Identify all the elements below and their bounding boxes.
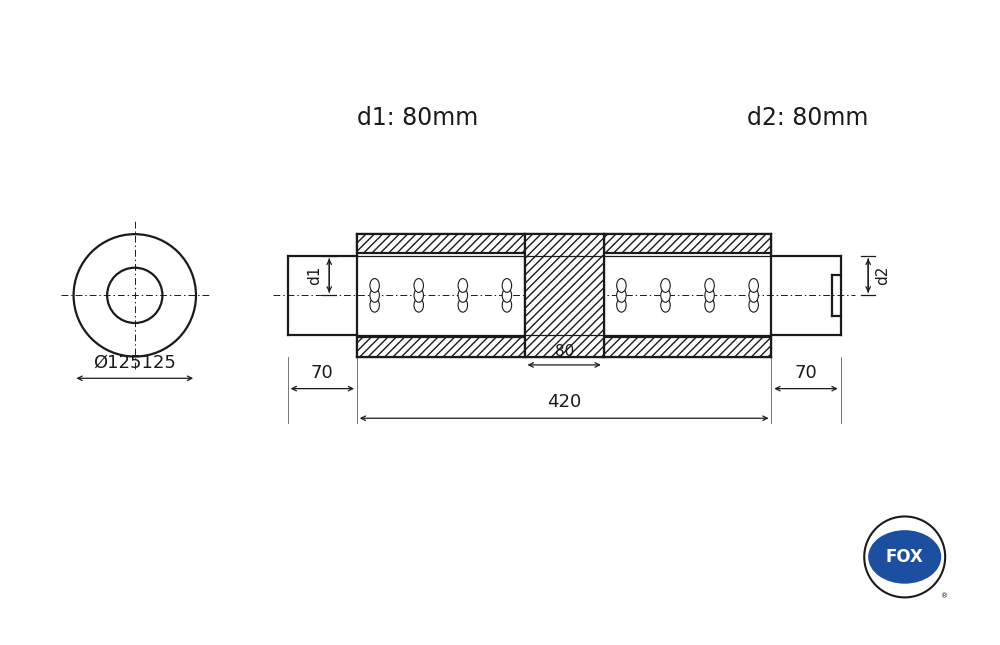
Ellipse shape [414, 288, 423, 303]
Ellipse shape [749, 299, 758, 312]
Text: 70: 70 [795, 364, 817, 382]
Ellipse shape [705, 279, 714, 292]
Text: FOX: FOX [886, 548, 924, 566]
Circle shape [872, 524, 937, 590]
Bar [357, 337, 525, 357]
Text: 70: 70 [311, 364, 334, 382]
Bar [525, 233, 604, 357]
Ellipse shape [705, 288, 714, 303]
Ellipse shape [458, 279, 468, 292]
Ellipse shape [414, 279, 423, 292]
Text: d1: d1 [307, 266, 322, 285]
Text: 80: 80 [555, 344, 574, 359]
Text: d2: d2 [875, 266, 890, 285]
Text: 420: 420 [547, 393, 581, 412]
Ellipse shape [502, 279, 512, 292]
Text: Ø125125: Ø125125 [93, 353, 176, 372]
Text: d2: 80mm: d2: 80mm [747, 106, 868, 130]
Ellipse shape [370, 288, 379, 303]
Ellipse shape [749, 288, 758, 303]
Ellipse shape [661, 288, 670, 303]
Ellipse shape [661, 299, 670, 312]
Bar [604, 337, 771, 357]
Ellipse shape [458, 299, 468, 312]
Ellipse shape [617, 288, 626, 303]
Ellipse shape [661, 279, 670, 292]
Bar [357, 233, 525, 253]
Text: ®: ® [941, 593, 948, 599]
Ellipse shape [617, 299, 626, 312]
Text: d1: 80mm: d1: 80mm [357, 106, 478, 130]
Ellipse shape [705, 299, 714, 312]
Ellipse shape [458, 288, 468, 303]
Ellipse shape [749, 279, 758, 292]
Ellipse shape [502, 288, 512, 303]
Ellipse shape [414, 299, 423, 312]
Ellipse shape [370, 279, 379, 292]
Ellipse shape [617, 279, 626, 292]
Ellipse shape [502, 299, 512, 312]
Ellipse shape [370, 299, 379, 312]
Ellipse shape [869, 531, 941, 583]
Bar [604, 233, 771, 253]
